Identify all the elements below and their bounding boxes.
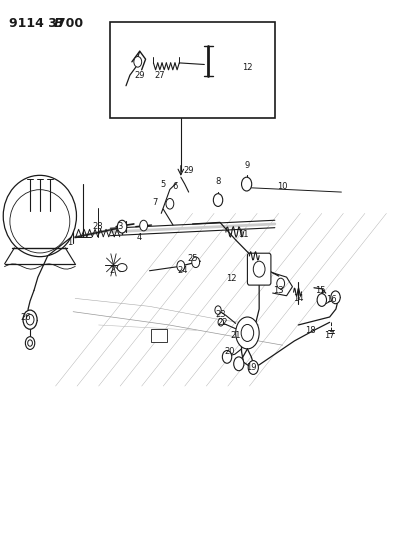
Text: 24: 24 (178, 266, 188, 275)
Text: 2: 2 (110, 266, 115, 275)
Text: 17: 17 (324, 331, 335, 340)
Text: 16: 16 (326, 295, 337, 304)
Text: 13: 13 (274, 286, 284, 295)
Text: 18: 18 (305, 326, 315, 335)
Circle shape (118, 220, 127, 233)
Text: 29: 29 (134, 70, 145, 79)
Bar (151, 329, 167, 342)
Text: 21: 21 (230, 331, 241, 340)
Circle shape (317, 294, 327, 306)
Circle shape (234, 357, 244, 370)
Circle shape (140, 220, 147, 231)
Text: 10: 10 (277, 182, 288, 191)
Circle shape (28, 340, 32, 346)
Circle shape (218, 319, 224, 326)
Circle shape (213, 193, 223, 206)
Ellipse shape (117, 264, 127, 271)
Text: 8: 8 (215, 177, 221, 186)
Text: 25: 25 (187, 254, 198, 263)
Circle shape (177, 261, 185, 271)
Text: 28: 28 (92, 222, 103, 231)
Circle shape (215, 306, 221, 314)
Text: 3: 3 (118, 222, 123, 231)
Text: 12: 12 (242, 63, 253, 71)
Circle shape (241, 325, 253, 342)
Text: 7: 7 (153, 198, 158, 207)
Bar (110, 22, 275, 118)
Text: 14: 14 (293, 294, 303, 303)
Circle shape (242, 177, 252, 191)
Text: 9114 3700: 9114 3700 (9, 17, 83, 30)
Text: 9: 9 (245, 161, 250, 170)
Text: B: B (53, 17, 63, 30)
Text: 15: 15 (315, 286, 325, 295)
Text: 5: 5 (161, 180, 166, 189)
Text: 27: 27 (154, 70, 165, 79)
FancyBboxPatch shape (248, 253, 271, 285)
Text: 23: 23 (216, 310, 226, 319)
Circle shape (26, 314, 34, 325)
Circle shape (134, 56, 141, 67)
Circle shape (236, 317, 259, 349)
Circle shape (166, 198, 174, 209)
Circle shape (248, 361, 258, 374)
Text: 29: 29 (184, 166, 194, 175)
Circle shape (26, 337, 35, 350)
Text: 6: 6 (172, 182, 178, 191)
Ellipse shape (3, 175, 77, 257)
Circle shape (277, 278, 285, 289)
Circle shape (192, 257, 200, 268)
Text: 11: 11 (238, 230, 249, 239)
Text: 4: 4 (137, 233, 142, 242)
Text: 19: 19 (246, 363, 257, 372)
Circle shape (253, 261, 265, 277)
Circle shape (23, 310, 37, 329)
Text: 26: 26 (21, 312, 31, 321)
Circle shape (331, 291, 340, 304)
Text: 1: 1 (66, 238, 72, 247)
Text: 12: 12 (226, 273, 237, 282)
Text: 20: 20 (224, 347, 235, 356)
Circle shape (222, 351, 232, 364)
Text: 22: 22 (218, 318, 228, 327)
